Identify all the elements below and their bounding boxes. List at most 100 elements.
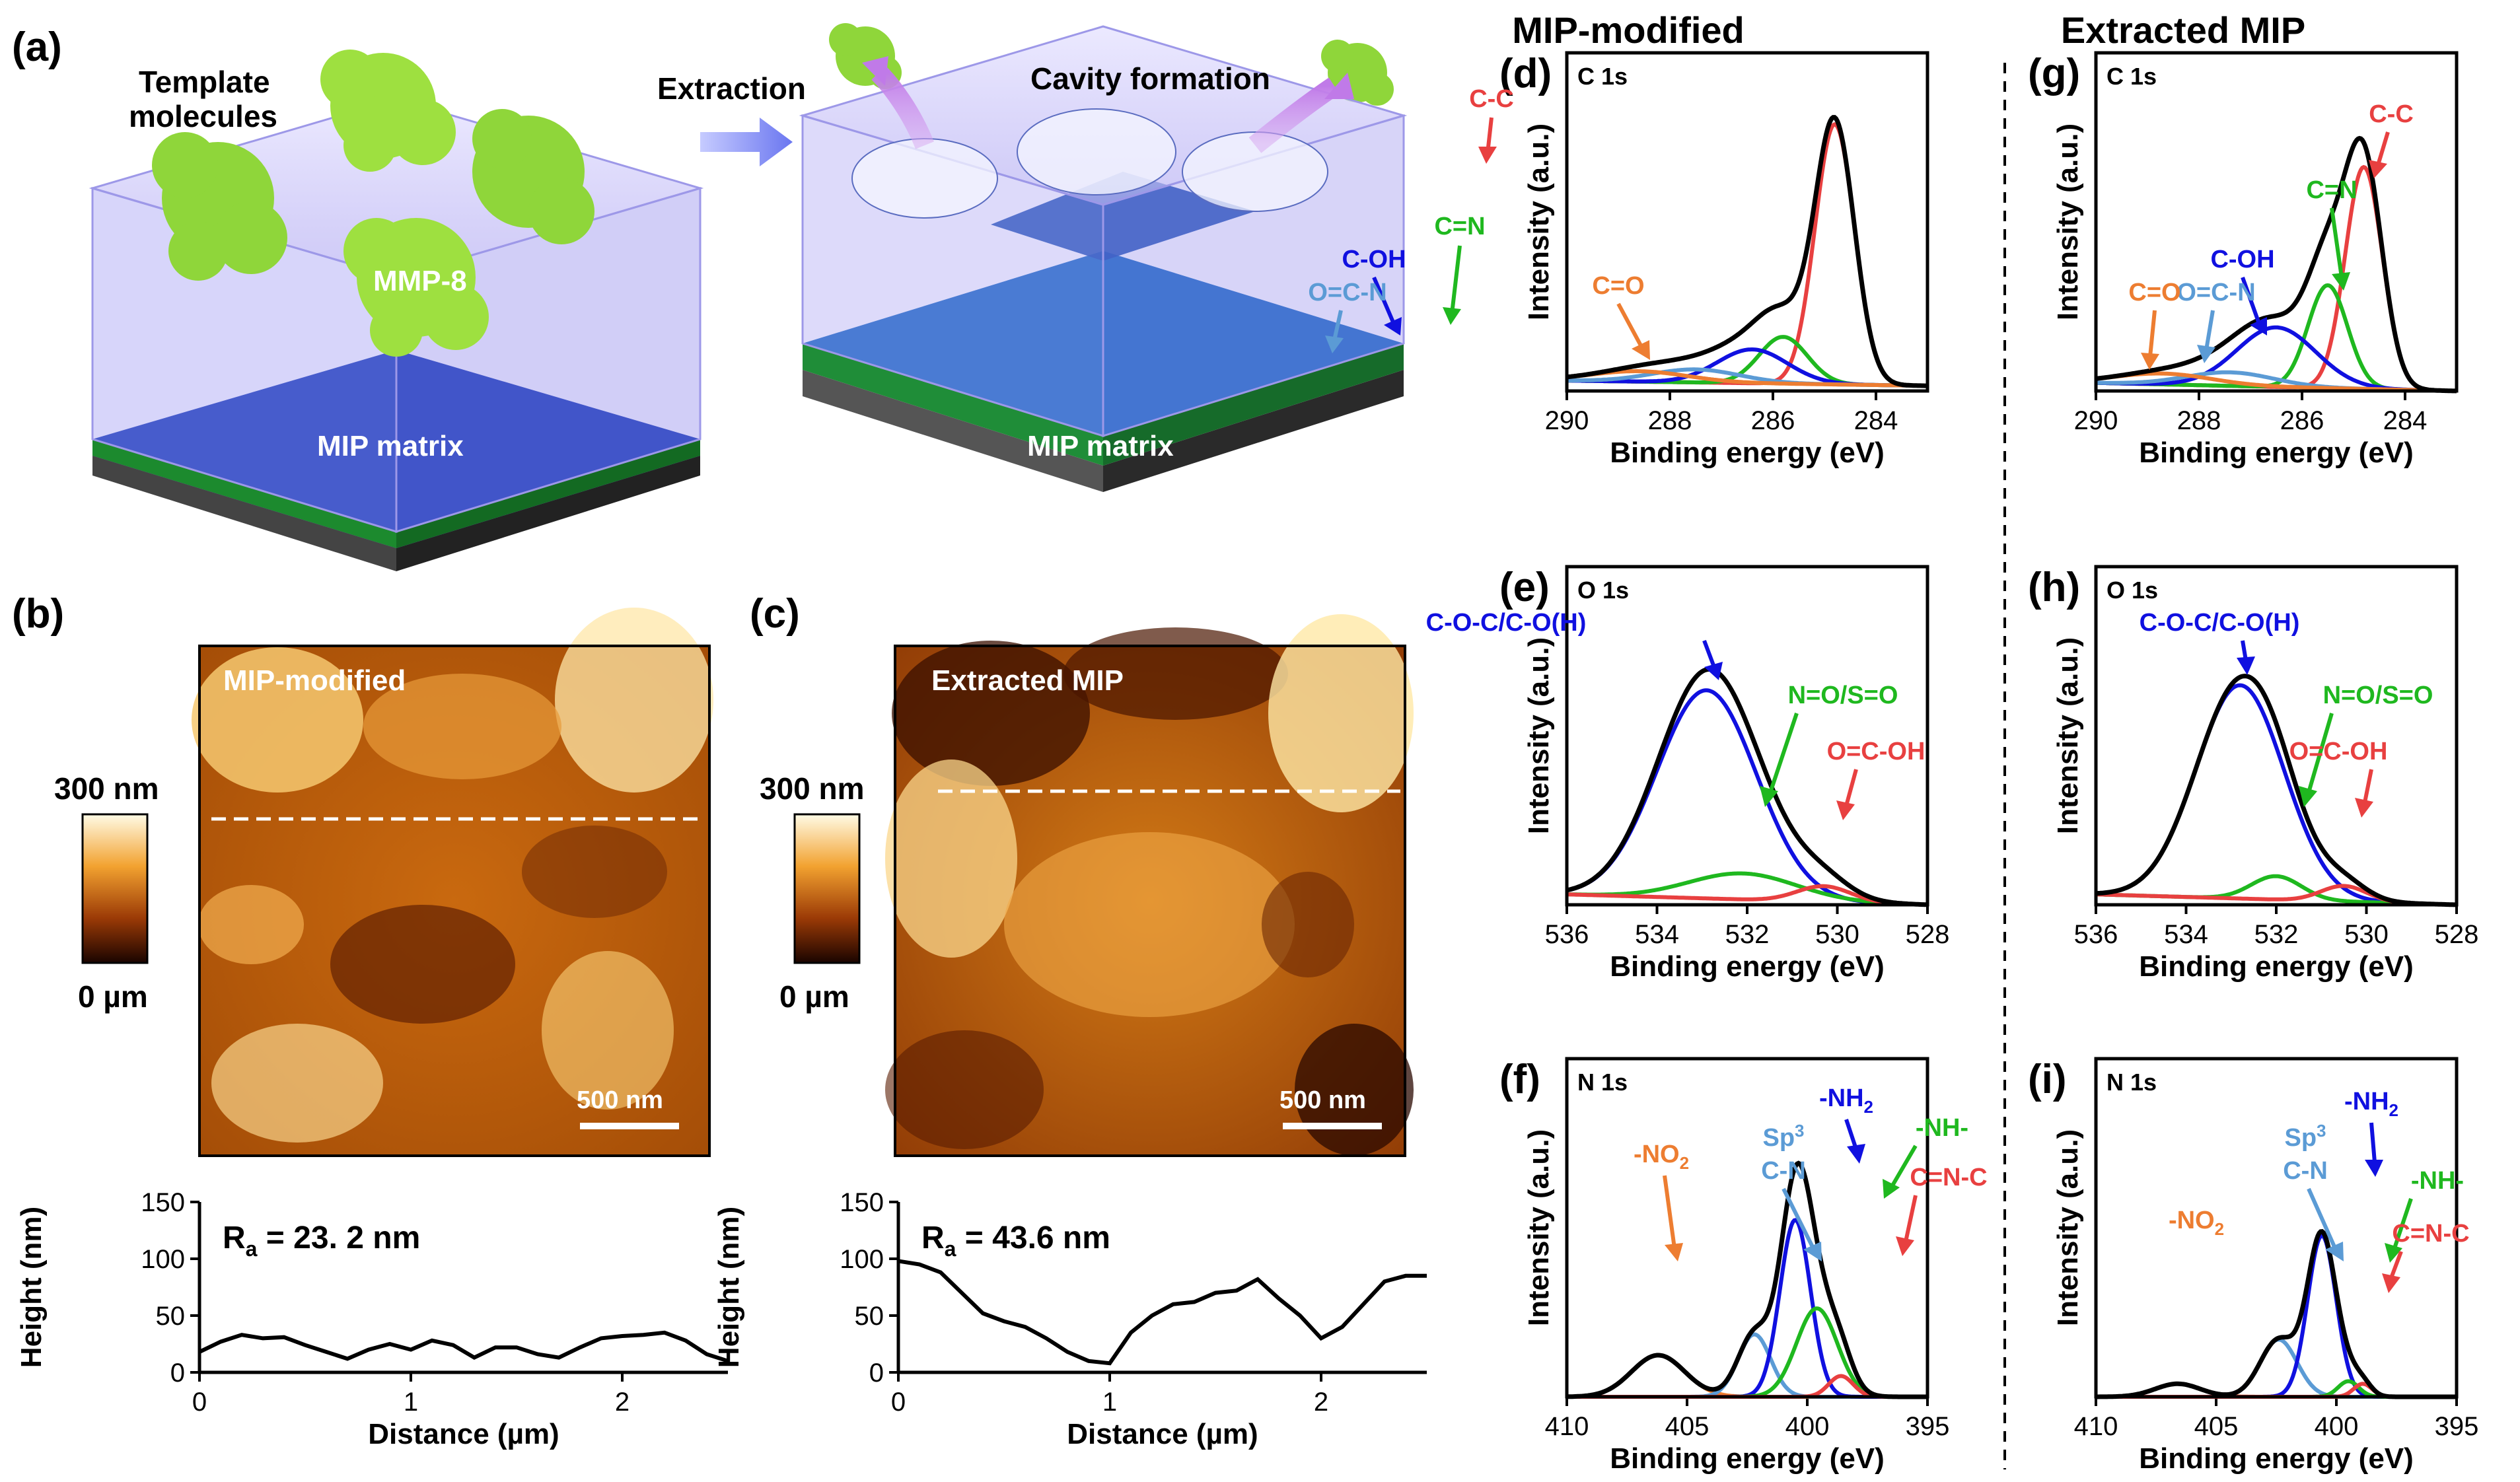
label-i-no2: -NO2	[2169, 1207, 2224, 1239]
panel-b: (b) MIP-modified 500 nm 300 nm 0 µm	[12, 591, 713, 1157]
x-tick-label: 410	[1545, 1412, 1589, 1441]
x-axis-label: Binding energy (eV)	[1610, 1442, 1885, 1475]
panel-label-g-C1s: (g)	[2028, 51, 2080, 96]
colorbar-c: 300 nm 0 µm	[760, 771, 865, 1014]
label-f-sp: Sp3	[1762, 1121, 1804, 1152]
label-i-sp: Sp3	[2284, 1121, 2326, 1152]
profile-line	[898, 1259, 1427, 1366]
spectrum-title: O 1s	[1577, 577, 1629, 604]
template-label-1: Template	[139, 65, 270, 99]
y-tick-label: 100	[840, 1245, 884, 1274]
x-tick-label: 536	[2074, 920, 2118, 949]
column-title-left: MIP-modified	[1512, 9, 1745, 51]
y-tick-label: 150	[840, 1188, 884, 1217]
cavity-label: Cavity formation	[1030, 61, 1270, 96]
label-g-cc: C-C	[2369, 100, 2414, 128]
x-tick-label: 0	[891, 1388, 906, 1417]
afm-image-b: MIP-modified 500 nm	[192, 608, 713, 1157]
y-axis-label: Intensity (a.u.)	[1523, 1129, 1555, 1326]
envelope-line	[2095, 135, 2457, 394]
y-tick-label: 150	[141, 1188, 185, 1217]
y-axis-label: Height (nm)	[15, 1207, 48, 1368]
colorbar-b: 300 nm 0 µm	[54, 771, 159, 1014]
y-axis-label: Intensity (a.u.)	[1523, 124, 1555, 320]
annotations-e: C-O-C/C-O(H) N=O/S=O O=C-OH	[1426, 609, 1925, 820]
label-g-cn: C=N	[2306, 176, 2357, 204]
x-axis-label: Binding energy (eV)	[1610, 437, 1885, 469]
spectrum-title: O 1s	[2106, 577, 2158, 604]
plot-frame	[2094, 1057, 2459, 1399]
envelope-line	[1567, 1160, 1927, 1399]
x-tick-label: 1	[1102, 1388, 1117, 1417]
afm-b-title: MIP-modified	[223, 664, 406, 697]
x-tick-label: 1	[404, 1388, 418, 1417]
spectrum-title: C 1s	[1577, 63, 1628, 90]
spectrum-title: N 1s	[2106, 1069, 2157, 1096]
label-f-cn: C-N	[1761, 1157, 1806, 1185]
column-title-right: Extracted MIP	[2061, 9, 2305, 51]
x-tick-label: 400	[2315, 1412, 2359, 1441]
afm-b-scalebar-label: 500 nm	[577, 1086, 663, 1114]
height-profile-b: 0 1 2 Distance (µm) 0 50 100 150 Height (nm) Ra =…	[15, 1188, 729, 1450]
label-d-coh: C-OH	[1342, 246, 1406, 273]
label-e-coc: C-O-C/C-O(H)	[1426, 609, 1587, 637]
x-tick-label: 528	[1906, 920, 1950, 949]
xps-o1s-mip-modified: (e) 536 534 532 530 528 Binding energy (eV) Int…	[1499, 565, 1949, 983]
matrix-label-right: MIP matrix	[1027, 430, 1174, 462]
template-label-2: molecules	[129, 99, 277, 133]
label-g-ocn: O=C-N	[2177, 279, 2255, 306]
x-tick-label: 395	[2435, 1412, 2479, 1441]
label-e-no: N=O/S=O	[1788, 682, 1898, 709]
label-d-cn: C=N	[1434, 213, 1485, 240]
protein-blob-4	[343, 218, 489, 357]
x-tick-label: 286	[1751, 406, 1795, 435]
afm-c-title: Extracted MIP	[931, 664, 1124, 697]
roughness-annotation: Ra = 23. 2 nm	[223, 1220, 420, 1261]
envelope-line	[1566, 115, 1927, 388]
annotations-i: -NO2 Sp3 C-N -NH2 -NH- C=N-C	[2169, 1088, 2470, 1293]
label-f-no2: -NO2	[1634, 1141, 1689, 1173]
x-tick-label: 290	[1545, 406, 1589, 435]
annotations-h: C-O-C/C-O(H) N=O/S=O O=C-OH	[2140, 609, 2433, 818]
x-tick-label: 284	[1854, 406, 1898, 435]
xps-o1s-extracted: (h) 536 534 532 530 528 Binding energy (eV) Int…	[2028, 565, 2478, 983]
colorbar-c-top: 300 nm	[760, 771, 865, 806]
panel-c: (c) Extracted MIP 500 nm 300 nm 0 µm	[750, 591, 1414, 1157]
y-tick-label: 50	[855, 1302, 884, 1331]
x-axis-label: Distance (µm)	[368, 1418, 559, 1450]
protein-blob-1	[152, 132, 287, 281]
plot-frame	[2094, 51, 2459, 393]
panel-a: (a) Template molecules	[12, 23, 1408, 571]
x-tick-label: 405	[2194, 1412, 2239, 1441]
label-h-coc: C-O-C/C-O(H)	[2140, 609, 2300, 637]
label-f-nh: -NH-	[1916, 1114, 1968, 1142]
x-tick-label: 528	[2435, 920, 2479, 949]
plot-frame	[2094, 565, 2459, 907]
x-axis-label: Distance (µm)	[1067, 1418, 1258, 1450]
x-axis-label: Binding energy (eV)	[2139, 437, 2414, 469]
roughness-annotation: Ra = 43.6 nm	[921, 1220, 1110, 1261]
x-tick-label: 395	[1906, 1412, 1950, 1441]
panel-c-label: (c)	[750, 591, 800, 637]
label-i-cn: C-N	[2283, 1157, 2328, 1185]
envelope-line	[2096, 1228, 2457, 1399]
label-d-cc: C-C	[1469, 85, 1514, 113]
x-tick-label: 400	[1785, 1412, 1830, 1441]
x-tick-label: 410	[2074, 1412, 2118, 1441]
colorbar-b-bottom: 0 µm	[78, 979, 148, 1014]
x-tick-label: 284	[2383, 406, 2428, 435]
x-tick-label: 530	[2344, 920, 2389, 949]
peak-N=O/S=O	[1567, 871, 1928, 907]
peak--NH2	[1567, 1218, 1927, 1399]
peak--NO2	[1567, 1353, 1927, 1399]
extraction-label: Extraction	[657, 71, 806, 106]
spectrum-title: C 1s	[2106, 63, 2157, 90]
height-profile-c: 0 1 2 Distance (µm) 0 50 100 150 Height (nm) Ra =…	[713, 1188, 1427, 1450]
peak--NH2	[2096, 1233, 2457, 1399]
profile-line	[198, 1330, 729, 1363]
panel-a-label: (a)	[12, 24, 62, 70]
x-tick-label: 288	[2177, 406, 2221, 435]
x-axis-label: Binding energy (eV)	[2139, 950, 2414, 983]
label-i-cnc: C=N-C	[2392, 1220, 2469, 1248]
